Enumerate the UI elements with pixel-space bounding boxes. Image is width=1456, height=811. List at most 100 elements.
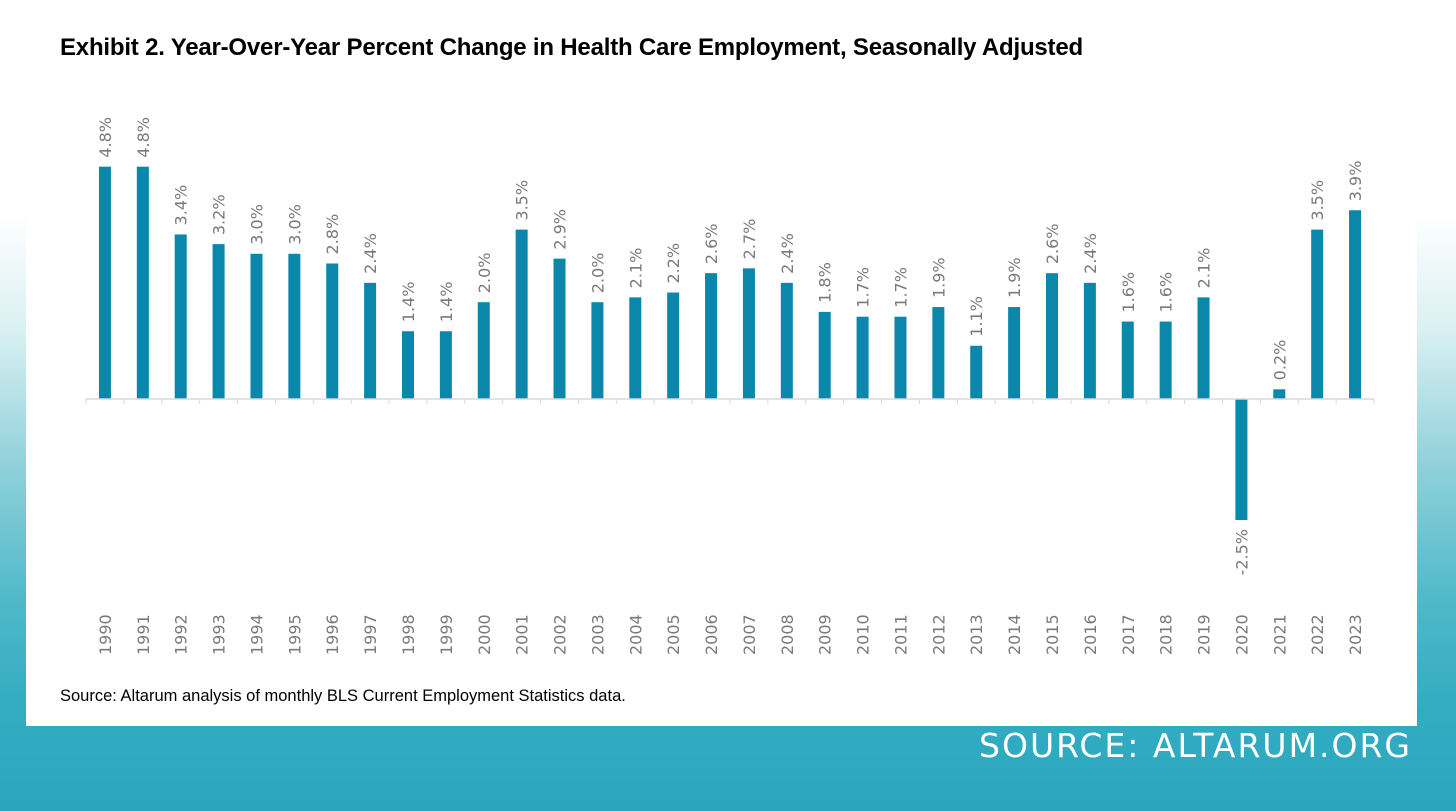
category-label-1993: 1993 xyxy=(210,614,229,655)
bar-2017 xyxy=(1121,321,1134,399)
bar-2000 xyxy=(477,302,490,399)
tick-marks-layer xyxy=(85,399,1375,404)
chart-title: Exhibit 2. Year-Over-Year Percent Change… xyxy=(60,34,1083,61)
bar-2012 xyxy=(932,307,945,399)
bar-2005 xyxy=(667,292,680,399)
value-label-2016: 2.4% xyxy=(1081,233,1100,274)
category-label-1990: 1990 xyxy=(96,614,115,655)
bar-2002 xyxy=(553,258,566,399)
value-label-1993: 3.2% xyxy=(210,194,229,235)
category-label-2008: 2008 xyxy=(778,614,797,655)
bar-1998 xyxy=(402,331,414,399)
source-watermark: SOURCE: ALTARUM.ORG xyxy=(979,726,1412,765)
value-label-2009: 1.8% xyxy=(816,262,835,303)
value-label-1990: 4.8% xyxy=(96,117,115,158)
category-label-2018: 2018 xyxy=(1157,614,1176,655)
bar-2020 xyxy=(1235,399,1248,520)
value-label-1997: 2.4% xyxy=(361,233,380,274)
bars-layer xyxy=(98,166,1362,520)
bar-2001 xyxy=(515,229,528,399)
value-label-2010: 1.7% xyxy=(854,267,873,308)
bar-2009 xyxy=(818,311,831,399)
category-label-2023: 2023 xyxy=(1346,614,1365,655)
category-label-2013: 2013 xyxy=(967,614,986,655)
category-label-2000: 2000 xyxy=(475,614,494,655)
bar-2004 xyxy=(629,297,642,399)
bar-2023 xyxy=(1349,210,1362,399)
category-label-2017: 2017 xyxy=(1119,614,1138,655)
bar-2003 xyxy=(591,302,604,399)
category-label-1992: 1992 xyxy=(172,614,191,655)
category-label-1996: 1996 xyxy=(323,614,342,655)
bar-2022 xyxy=(1311,229,1324,399)
category-label-2007: 2007 xyxy=(740,614,759,655)
bar-1992 xyxy=(174,234,187,399)
bar-2018 xyxy=(1159,321,1172,399)
category-label-2022: 2022 xyxy=(1308,614,1327,655)
category-label-2011: 2011 xyxy=(891,614,910,655)
category-label-1994: 1994 xyxy=(247,614,266,655)
value-label-2014: 1.9% xyxy=(1005,257,1024,298)
source-note: Source: Altarum analysis of monthly BLS … xyxy=(60,687,626,705)
value-label-2007: 2.7% xyxy=(740,219,759,260)
bar-2016 xyxy=(1083,282,1096,399)
value-label-2023: 3.9% xyxy=(1346,161,1365,202)
category-labels-layer: 1990 1991 1992 1993 1994 1995 1996 1997 1998 1999… xyxy=(96,614,1365,655)
value-label-2022: 3.5% xyxy=(1308,180,1327,221)
value-label-2021: 0.2% xyxy=(1270,340,1289,381)
value-label-2012: 1.9% xyxy=(929,257,948,298)
value-label-1994: 3.0% xyxy=(247,204,266,245)
value-label-2015: 2.6% xyxy=(1043,224,1062,265)
category-label-2001: 2001 xyxy=(513,614,532,655)
value-label-1998: 1.4% xyxy=(399,282,418,323)
bar-1993 xyxy=(212,244,225,399)
category-label-2005: 2005 xyxy=(664,614,683,655)
value-label-2003: 2.0% xyxy=(588,253,607,294)
category-label-2020: 2020 xyxy=(1232,614,1251,655)
category-label-2004: 2004 xyxy=(626,614,645,655)
value-labels-layer: 4.8% 4.8% 3.4% 3.2% 3.0% 3.0% 2.8% 2.4% 1.4% 1.4%… xyxy=(96,117,1365,575)
bar-2006 xyxy=(705,273,718,399)
category-label-2021: 2021 xyxy=(1270,614,1289,655)
category-label-2019: 2019 xyxy=(1195,614,1214,655)
value-label-1992: 3.4% xyxy=(172,185,191,226)
category-label-2006: 2006 xyxy=(702,614,721,655)
category-label-2014: 2014 xyxy=(1005,614,1024,655)
bar-2007 xyxy=(742,268,755,399)
category-label-1998: 1998 xyxy=(399,614,418,655)
value-label-2013: 1.1% xyxy=(967,296,986,337)
value-label-2019: 2.1% xyxy=(1195,248,1214,289)
bar-2008 xyxy=(780,282,793,399)
value-label-2000: 2.0% xyxy=(475,253,494,294)
bar-1991 xyxy=(136,166,149,399)
category-label-2010: 2010 xyxy=(854,614,873,655)
value-label-2001: 3.5% xyxy=(513,180,532,221)
category-label-1997: 1997 xyxy=(361,614,380,655)
value-label-2008: 2.4% xyxy=(778,233,797,274)
bar-2010 xyxy=(856,316,869,399)
category-label-2003: 2003 xyxy=(588,614,607,655)
bar-2015 xyxy=(1046,273,1058,399)
bar-2014 xyxy=(1008,307,1021,399)
bar-2021 xyxy=(1273,389,1286,399)
bar-1990 xyxy=(98,166,111,399)
value-label-2005: 2.2% xyxy=(664,243,683,284)
bar-1994 xyxy=(250,253,263,399)
category-label-2015: 2015 xyxy=(1043,614,1062,655)
bar-2019 xyxy=(1197,297,1210,399)
bar-1997 xyxy=(364,282,377,399)
bar-2013 xyxy=(970,345,983,399)
category-label-2016: 2016 xyxy=(1081,614,1100,655)
value-label-1995: 3.0% xyxy=(285,204,304,245)
value-label-2017: 1.6% xyxy=(1119,272,1138,313)
value-label-2006: 2.6% xyxy=(702,224,721,265)
value-label-2002: 2.9% xyxy=(551,209,570,250)
value-label-2004: 2.1% xyxy=(626,248,645,289)
bar-1996 xyxy=(326,263,339,399)
bar-1999 xyxy=(439,331,452,399)
category-label-2012: 2012 xyxy=(929,614,948,655)
category-label-2009: 2009 xyxy=(816,614,835,655)
value-label-1999: 1.4% xyxy=(437,282,456,323)
category-label-2002: 2002 xyxy=(551,614,570,655)
